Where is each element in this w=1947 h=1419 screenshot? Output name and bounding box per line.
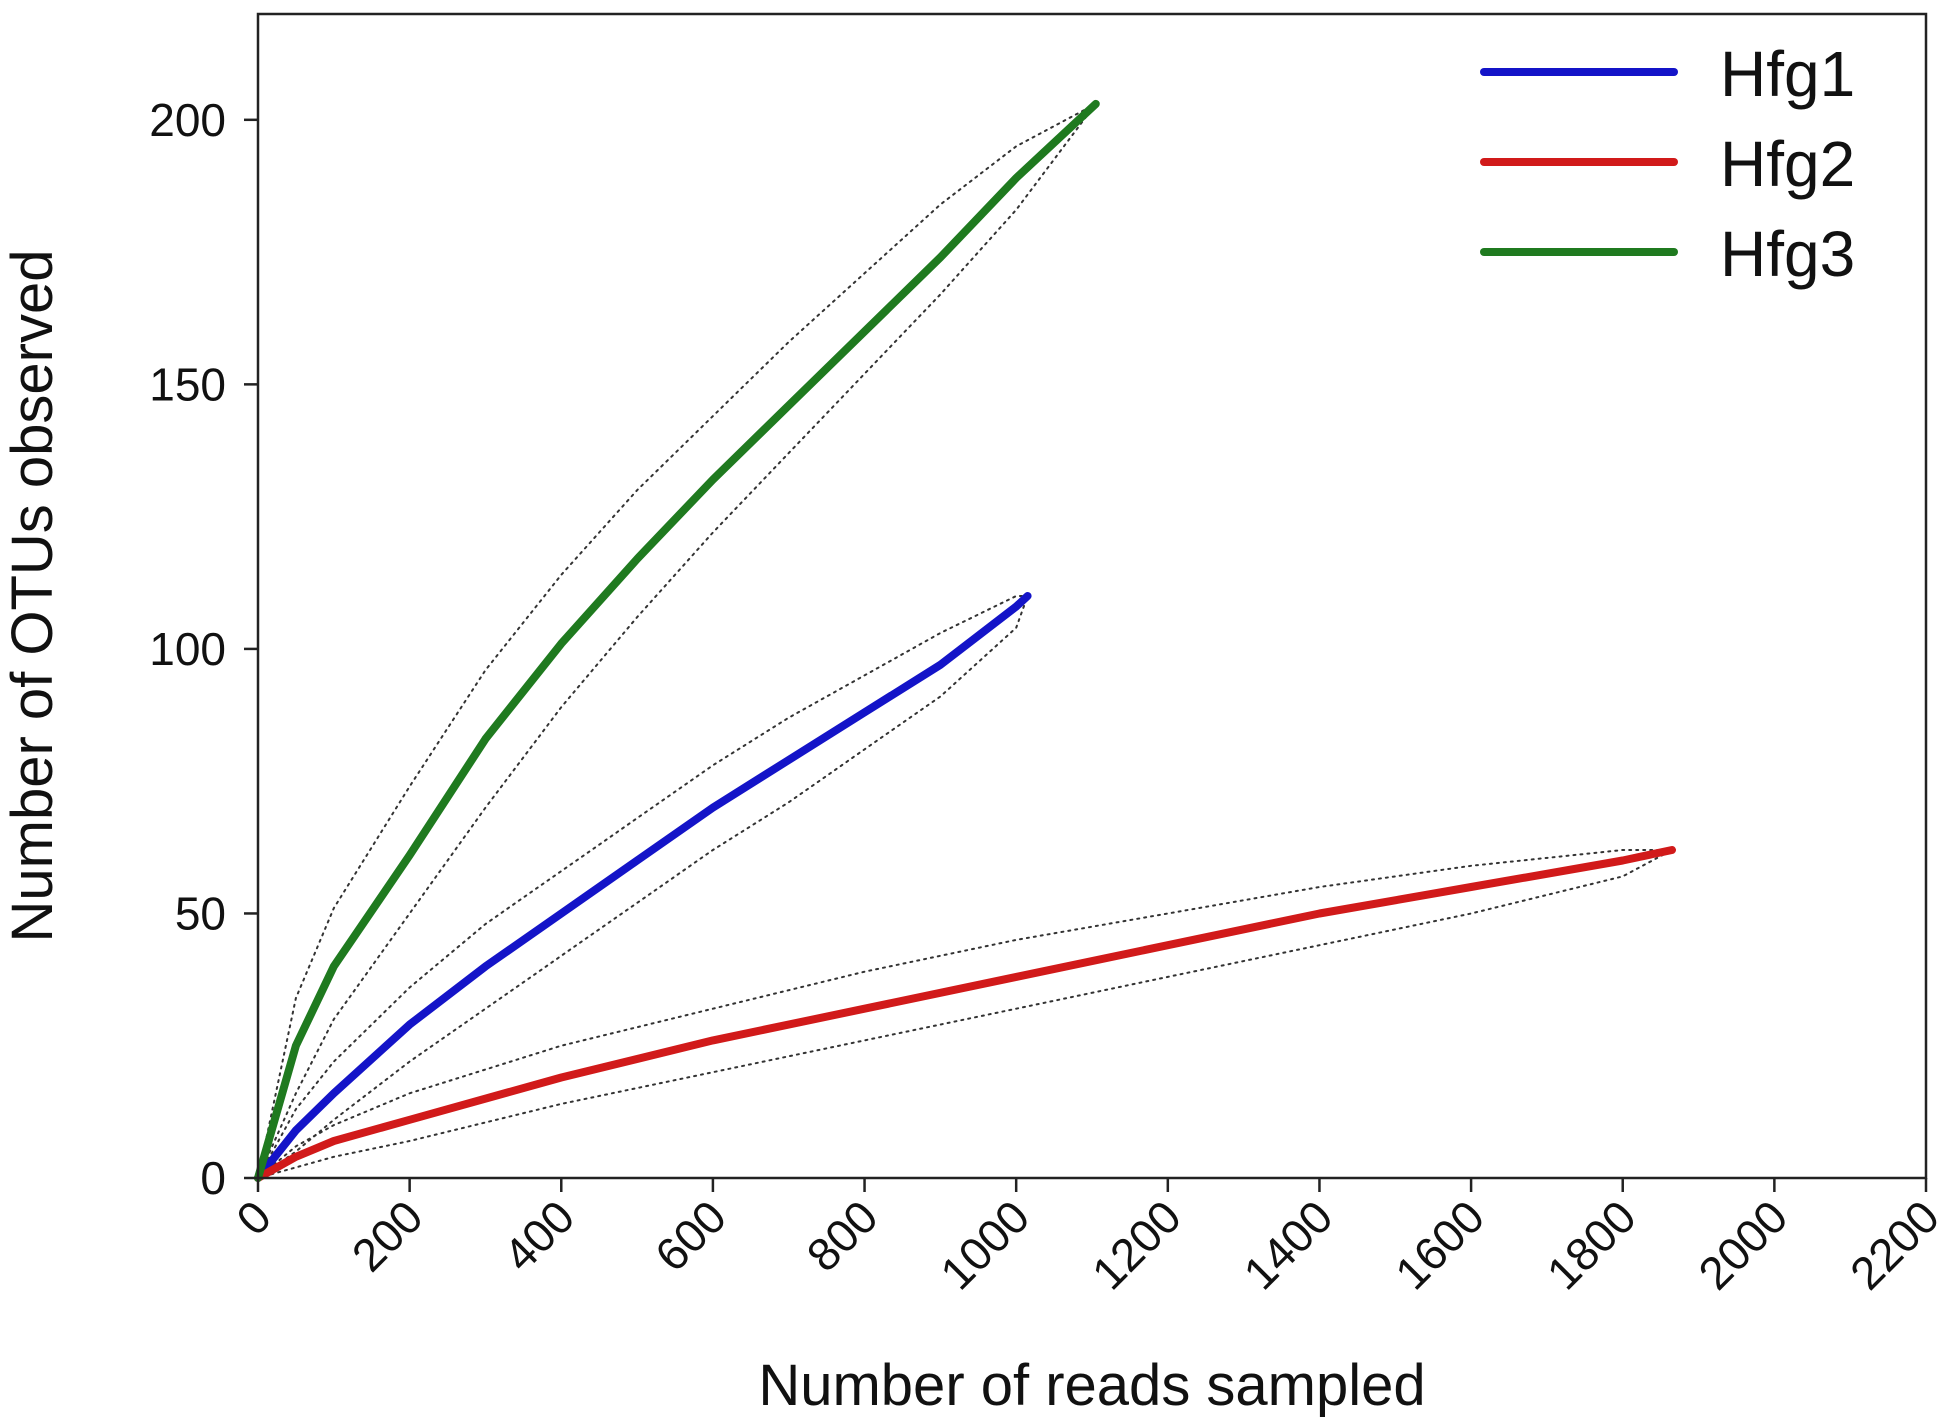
ci-lower-hfg2 bbox=[257, 849, 1673, 1179]
x-tick-label: 1800 bbox=[1537, 1190, 1646, 1299]
x-tick-label: 2200 bbox=[1840, 1190, 1947, 1299]
x-tick-label: 1000 bbox=[930, 1190, 1039, 1299]
x-tick-label: 1200 bbox=[1082, 1190, 1191, 1299]
confidence-interval-layer bbox=[257, 102, 1673, 1179]
y-tick-label: 150 bbox=[149, 358, 226, 410]
x-tick-label: 800 bbox=[797, 1190, 888, 1281]
ci-lower-hfg3 bbox=[257, 102, 1097, 1179]
x-tick-label: 1600 bbox=[1385, 1190, 1494, 1299]
legend-label-hfg3: Hfg3 bbox=[1720, 218, 1855, 290]
y-axis-title: Number of OTUs observed bbox=[0, 249, 65, 942]
y-tick-label: 100 bbox=[149, 623, 226, 675]
ci-upper-hfg1 bbox=[257, 595, 1029, 1179]
legend-label-hfg1: Hfg1 bbox=[1720, 38, 1855, 110]
series-line-hfg1 bbox=[254, 592, 1032, 1182]
ci-lower-hfg1 bbox=[257, 595, 1029, 1179]
y-tick-label: 0 bbox=[200, 1152, 226, 1204]
series-line-hfg2 bbox=[254, 846, 1676, 1182]
x-tick-label: 0 bbox=[226, 1190, 281, 1245]
y-tick-label: 50 bbox=[175, 887, 226, 939]
x-axis-title: Number of reads sampled bbox=[758, 1353, 1425, 1418]
series-layer bbox=[254, 99, 1676, 1182]
x-tick-label: 600 bbox=[645, 1190, 736, 1281]
y-tick-label: 200 bbox=[149, 94, 226, 146]
ci-upper-hfg3 bbox=[257, 102, 1097, 1179]
series-line-hfg3 bbox=[254, 99, 1100, 1182]
x-tick-label: 2000 bbox=[1688, 1190, 1797, 1299]
legend: Hfg1 Hfg2 Hfg3 bbox=[1480, 38, 1855, 290]
x-tick-label: 1400 bbox=[1233, 1190, 1342, 1299]
x-tick-label: 400 bbox=[493, 1190, 584, 1281]
plot-area-frame bbox=[256, 12, 1928, 1180]
legend-label-hfg2: Hfg2 bbox=[1720, 128, 1855, 200]
x-tick-label: 200 bbox=[342, 1190, 433, 1281]
ci-upper-hfg2 bbox=[257, 849, 1673, 1179]
